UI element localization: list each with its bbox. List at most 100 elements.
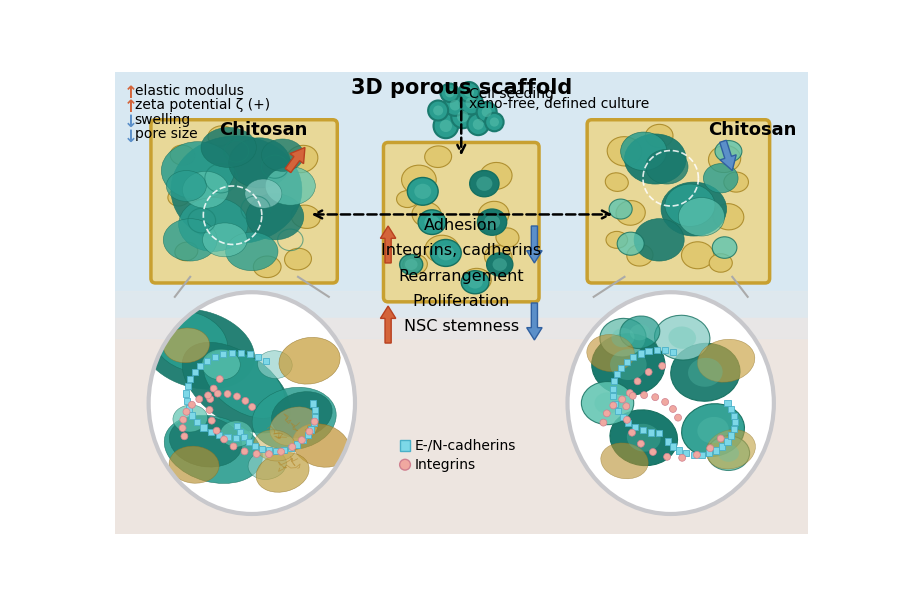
FancyArrow shape	[526, 303, 542, 340]
Bar	[229, 350, 235, 356]
Bar	[274, 448, 280, 454]
Bar	[204, 358, 210, 364]
Text: Chitosan: Chitosan	[707, 121, 796, 139]
Circle shape	[472, 119, 483, 130]
Ellipse shape	[715, 140, 742, 162]
Ellipse shape	[630, 324, 650, 340]
Ellipse shape	[484, 215, 500, 229]
Circle shape	[623, 403, 630, 410]
Ellipse shape	[170, 145, 194, 165]
Ellipse shape	[595, 392, 621, 414]
Circle shape	[706, 445, 714, 452]
Circle shape	[204, 392, 212, 399]
Ellipse shape	[662, 182, 726, 236]
Bar	[309, 427, 314, 433]
Ellipse shape	[257, 351, 292, 379]
Circle shape	[445, 94, 466, 116]
Ellipse shape	[161, 142, 235, 199]
Circle shape	[650, 449, 656, 455]
Ellipse shape	[248, 450, 286, 479]
Text: Integrins, cadherins: Integrins, cadherins	[382, 243, 541, 258]
Ellipse shape	[484, 245, 512, 268]
Circle shape	[464, 87, 474, 97]
Bar	[619, 414, 625, 420]
Ellipse shape	[414, 184, 431, 199]
Ellipse shape	[229, 138, 291, 188]
Ellipse shape	[201, 127, 256, 167]
Circle shape	[465, 97, 477, 109]
Bar	[281, 447, 287, 453]
Circle shape	[230, 443, 237, 450]
Ellipse shape	[202, 349, 240, 380]
Bar	[732, 419, 738, 425]
Circle shape	[188, 401, 195, 408]
Ellipse shape	[616, 200, 645, 225]
Circle shape	[311, 418, 318, 425]
Ellipse shape	[430, 239, 461, 266]
Ellipse shape	[202, 223, 248, 257]
Ellipse shape	[669, 326, 696, 349]
Ellipse shape	[611, 328, 634, 347]
Ellipse shape	[698, 340, 755, 382]
Bar	[690, 452, 697, 458]
Bar	[194, 419, 201, 425]
Circle shape	[440, 83, 459, 102]
FancyArrow shape	[381, 306, 396, 343]
Bar	[724, 439, 731, 445]
Ellipse shape	[270, 407, 319, 446]
Ellipse shape	[610, 410, 678, 466]
Circle shape	[467, 113, 489, 135]
Circle shape	[450, 100, 461, 110]
Bar	[665, 439, 670, 445]
Ellipse shape	[163, 328, 210, 363]
Bar	[310, 400, 316, 407]
Bar	[731, 413, 737, 419]
Ellipse shape	[402, 254, 428, 275]
Ellipse shape	[166, 170, 206, 202]
Circle shape	[434, 113, 458, 138]
Circle shape	[490, 118, 499, 127]
Ellipse shape	[261, 139, 304, 172]
Text: 3D porous scaffold: 3D porous scaffold	[351, 78, 572, 98]
Ellipse shape	[627, 424, 661, 452]
Circle shape	[457, 111, 469, 122]
Circle shape	[600, 419, 607, 426]
Circle shape	[248, 403, 256, 410]
Circle shape	[624, 416, 631, 424]
Bar	[220, 352, 226, 358]
Ellipse shape	[292, 424, 349, 467]
Ellipse shape	[256, 452, 309, 492]
Text: ↓: ↓	[124, 113, 138, 131]
Circle shape	[211, 385, 217, 392]
Bar	[241, 434, 247, 440]
Ellipse shape	[476, 176, 492, 191]
Bar	[670, 443, 676, 449]
Circle shape	[183, 408, 190, 415]
Ellipse shape	[592, 334, 665, 395]
Ellipse shape	[601, 443, 648, 479]
Ellipse shape	[175, 242, 198, 261]
Ellipse shape	[713, 203, 743, 230]
Ellipse shape	[245, 179, 282, 208]
Circle shape	[400, 460, 410, 470]
Bar	[266, 447, 272, 454]
Bar	[115, 319, 808, 534]
Ellipse shape	[400, 254, 423, 275]
Circle shape	[208, 417, 215, 424]
Bar	[192, 369, 198, 375]
FancyArrow shape	[720, 140, 736, 170]
Ellipse shape	[286, 145, 318, 173]
Ellipse shape	[609, 199, 632, 219]
Ellipse shape	[182, 343, 291, 433]
Circle shape	[459, 82, 479, 102]
Ellipse shape	[279, 337, 340, 384]
Text: Rearrangement: Rearrangement	[399, 269, 524, 284]
Ellipse shape	[617, 232, 644, 255]
Ellipse shape	[718, 445, 739, 462]
Bar	[187, 376, 194, 382]
Circle shape	[675, 414, 681, 421]
Circle shape	[641, 392, 648, 398]
Ellipse shape	[412, 202, 441, 227]
Circle shape	[206, 406, 213, 413]
Ellipse shape	[496, 228, 519, 247]
